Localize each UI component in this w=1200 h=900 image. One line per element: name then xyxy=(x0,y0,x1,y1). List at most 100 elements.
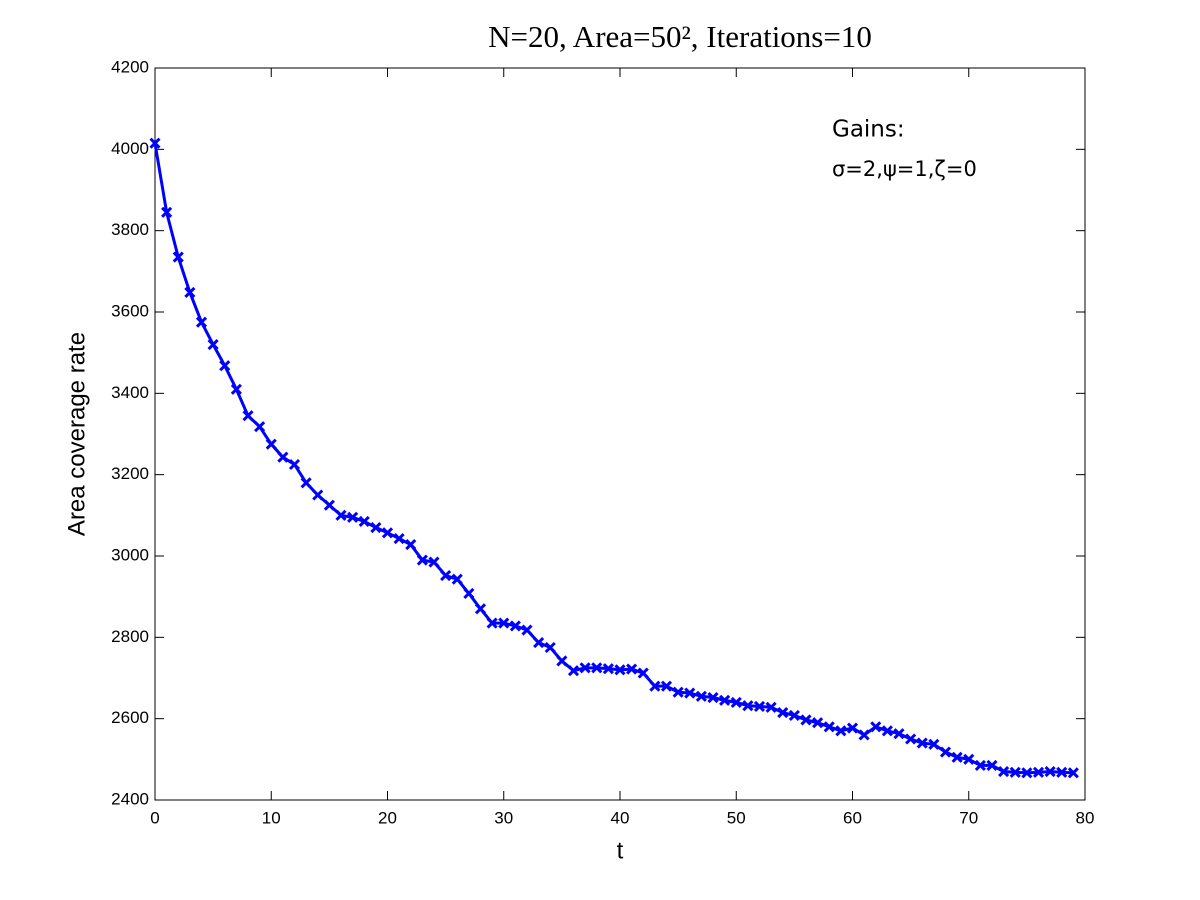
marker xyxy=(695,690,707,702)
marker xyxy=(998,765,1010,778)
line xyxy=(153,142,1074,775)
marker xyxy=(626,663,638,675)
marker xyxy=(846,722,859,734)
marker xyxy=(416,554,428,566)
marker xyxy=(451,573,463,585)
marker xyxy=(753,700,766,713)
chart-title: N=20, Area=50², Iterations=10 xyxy=(488,19,872,54)
marker xyxy=(591,662,603,674)
marker xyxy=(149,137,161,149)
marker xyxy=(405,539,417,551)
y-tick-label: 2800 xyxy=(111,627,149,646)
marker xyxy=(858,729,870,741)
marker xyxy=(370,521,382,534)
marker xyxy=(544,641,556,654)
marker xyxy=(521,624,533,636)
marker xyxy=(1021,767,1033,779)
marker xyxy=(939,746,952,758)
marker xyxy=(812,717,824,729)
marker xyxy=(347,511,359,523)
x-tick-label: 20 xyxy=(378,808,397,827)
marker xyxy=(172,251,184,263)
marker xyxy=(602,663,614,675)
marker xyxy=(835,725,847,737)
marker xyxy=(637,667,649,679)
marker xyxy=(649,680,661,692)
marker xyxy=(474,603,487,615)
marker xyxy=(1032,766,1045,778)
marker xyxy=(951,751,963,763)
marker xyxy=(928,738,940,750)
marker xyxy=(242,410,254,422)
marker xyxy=(788,709,800,721)
marker xyxy=(684,687,696,699)
x-tick-label: 0 xyxy=(150,808,159,827)
marker xyxy=(963,753,975,765)
marker xyxy=(567,665,580,677)
marker xyxy=(1067,767,1079,779)
marker xyxy=(765,701,777,713)
y-tick-label: 3400 xyxy=(111,383,149,402)
y-tick-label: 3600 xyxy=(111,301,149,320)
marker xyxy=(1009,766,1021,778)
marker xyxy=(777,707,789,719)
marker xyxy=(742,700,754,712)
marker xyxy=(486,617,498,629)
marker xyxy=(660,680,673,692)
marker xyxy=(905,733,917,745)
x-tick-label: 30 xyxy=(494,808,513,827)
x-tick-label: 40 xyxy=(611,808,630,827)
marker xyxy=(916,737,928,749)
annotation: σ=2,ψ=1,ζ=0 xyxy=(832,157,977,181)
marker xyxy=(556,655,568,667)
y-tick-label: 4000 xyxy=(111,139,149,158)
marker xyxy=(381,527,394,539)
x-tick-label: 50 xyxy=(727,808,746,827)
x-axis-label: t xyxy=(617,837,624,864)
y-tick-label: 3000 xyxy=(111,545,149,564)
y-tick-label: 3800 xyxy=(111,220,149,239)
marker xyxy=(870,721,882,733)
marker xyxy=(288,458,301,471)
x-tick-label: 80 xyxy=(1076,808,1095,827)
marker xyxy=(614,664,626,676)
annotation: Gains: xyxy=(832,117,905,143)
marker xyxy=(579,662,591,674)
marker xyxy=(509,620,521,632)
marker xyxy=(184,286,196,299)
x-tick-label: 60 xyxy=(843,808,862,827)
marker xyxy=(161,206,173,218)
marker xyxy=(974,759,986,771)
x-tick-label: 10 xyxy=(262,808,281,827)
marker xyxy=(881,725,893,737)
marker xyxy=(358,515,370,527)
marker xyxy=(1056,766,1068,778)
marker xyxy=(707,691,719,704)
marker xyxy=(823,721,835,733)
marker xyxy=(265,438,277,450)
y-tick-label: 2600 xyxy=(111,708,149,727)
marker xyxy=(672,686,684,698)
marker xyxy=(230,383,242,395)
marker xyxy=(335,509,347,521)
marker xyxy=(393,532,405,545)
marker xyxy=(440,569,452,582)
marker xyxy=(719,694,731,706)
marker xyxy=(312,489,324,501)
marker xyxy=(498,617,510,629)
marker xyxy=(219,360,231,372)
y-tick-label: 3200 xyxy=(111,464,149,483)
marker xyxy=(1044,765,1056,778)
y-tick-label: 2400 xyxy=(111,789,149,808)
marker xyxy=(277,451,289,463)
marker xyxy=(730,696,742,708)
marker xyxy=(195,316,208,328)
marker xyxy=(893,728,905,740)
marker xyxy=(533,637,545,649)
marker xyxy=(254,421,266,433)
marker xyxy=(800,714,812,726)
marker xyxy=(986,759,998,771)
marker xyxy=(463,587,475,599)
